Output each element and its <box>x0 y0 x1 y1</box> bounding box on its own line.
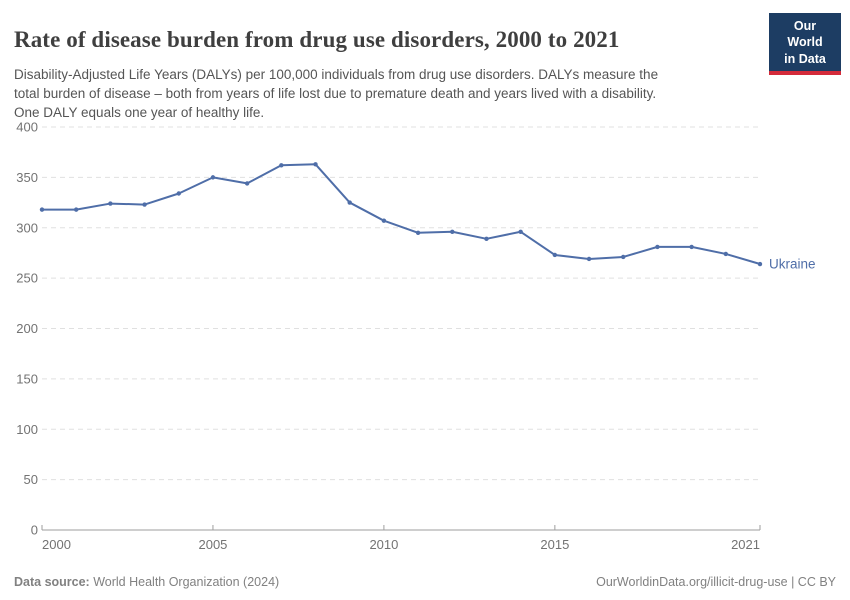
data-source-text: Data source: World Health Organization (… <box>14 575 279 589</box>
data-point <box>415 230 421 235</box>
data-point <box>586 256 592 262</box>
data-point <box>723 251 729 257</box>
y-axis-tick-label: 150 <box>16 371 38 386</box>
owid-logo: Our World in Data <box>769 13 841 75</box>
x-axis-tick-label: 2005 <box>198 537 227 552</box>
data-point <box>176 191 181 196</box>
y-axis-tick-label: 400 <box>16 120 38 135</box>
data-point <box>142 202 147 207</box>
data-point <box>552 252 558 258</box>
y-axis-tick-label: 300 <box>16 220 38 235</box>
x-axis-tick-label: 2021 <box>731 537 760 552</box>
chart-footer: Data source: World Health Organization (… <box>14 575 836 589</box>
data-point <box>244 181 250 186</box>
data-point <box>621 254 626 260</box>
series-line <box>41 163 761 266</box>
data-point <box>210 175 216 180</box>
y-axis-tick-label: 0 <box>31 523 38 538</box>
data-point <box>655 244 660 250</box>
data-point <box>689 244 694 250</box>
chart-subtitle: Disability-Adjusted Life Years (DALYs) p… <box>14 66 659 120</box>
data-source-label: Data source: <box>14 575 90 589</box>
attribution-text: OurWorldinData.org/illicit-drug-use | CC… <box>596 575 836 589</box>
chart-title: Rate of disease burden from drug use dis… <box>14 27 620 53</box>
data-point <box>484 236 489 242</box>
data-point <box>347 200 352 205</box>
data-point <box>73 207 79 212</box>
y-axis-tick-label: 100 <box>16 422 38 437</box>
y-axis-tick-label: 200 <box>16 321 38 336</box>
x-axis-tick-label: 2000 <box>42 537 71 552</box>
data-point <box>39 207 45 212</box>
data-point <box>313 162 318 167</box>
series-end-label: Ukraine <box>769 257 816 272</box>
y-axis-tick-label: 350 <box>16 170 38 185</box>
data-point <box>381 218 387 223</box>
data-point <box>108 201 113 206</box>
data-source-value: World Health Organization (2024) <box>93 575 280 589</box>
data-point <box>518 229 523 234</box>
data-point <box>450 229 455 234</box>
y-axis-tick-label: 50 <box>24 472 38 487</box>
x-axis-tick-label: 2010 <box>369 537 398 552</box>
data-point <box>279 163 284 168</box>
data-point <box>757 261 763 267</box>
x-axis-tick-label: 2015 <box>540 537 569 552</box>
y-axis-tick-label: 250 <box>16 271 38 286</box>
